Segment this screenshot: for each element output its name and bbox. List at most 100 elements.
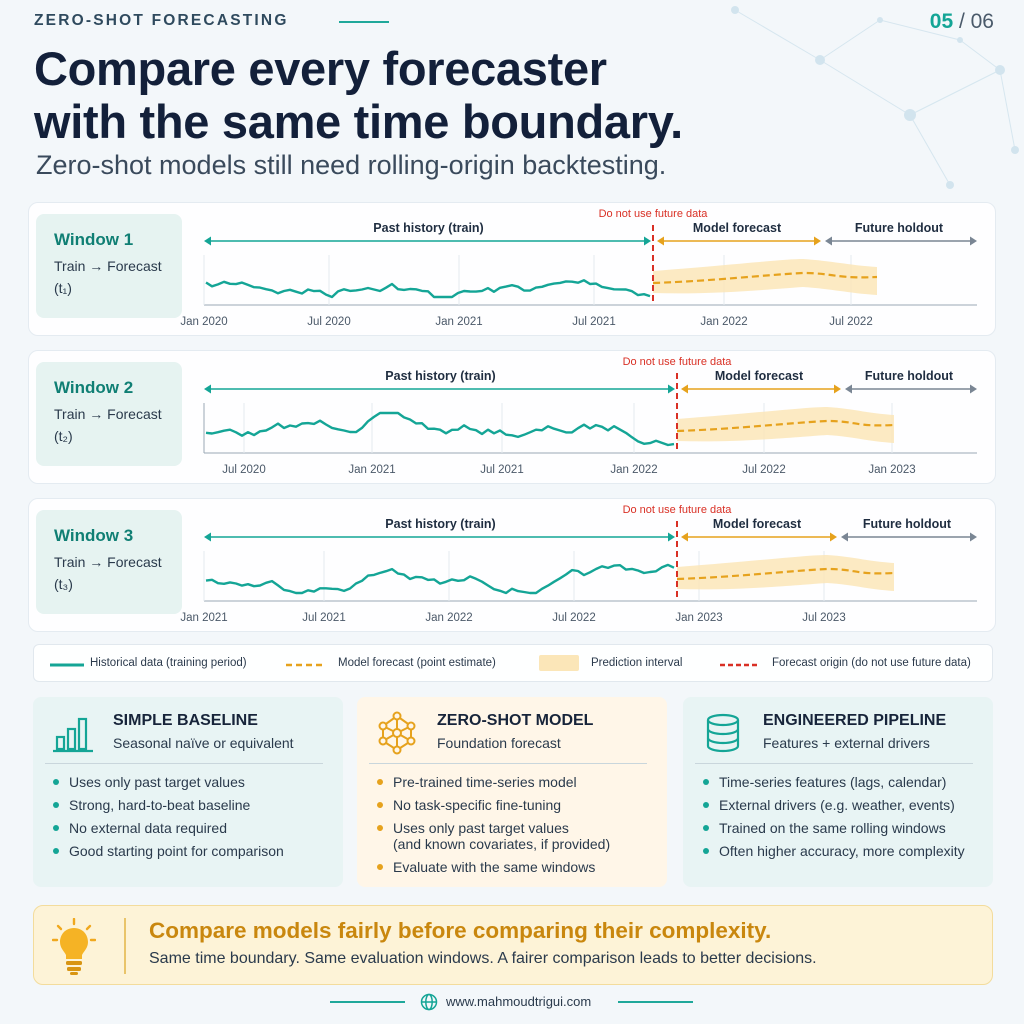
tick-label: Jan 2022 — [610, 464, 657, 476]
prediction-interval-band — [677, 555, 894, 591]
list-item: Uses only past target values — [53, 774, 284, 790]
forecast-label: Model forecast — [715, 369, 804, 383]
panel-title: ENGINEERED PIPELINE — [763, 712, 947, 729]
kicker-rule — [339, 21, 389, 23]
list-item: Trained on the same rolling windows — [703, 820, 965, 836]
panel-title: ZERO-SHOT MODEL — [437, 712, 594, 729]
tick-label: Jul 2022 — [552, 612, 595, 624]
globe-icon — [420, 993, 438, 1011]
historical-series-line — [205, 563, 675, 595]
train-range-arrow-head-right — [668, 384, 675, 394]
warning-label: Do not use future data — [623, 356, 733, 368]
tick-label: Jul 2022 — [829, 316, 872, 328]
forecast-label: Model forecast — [693, 221, 782, 235]
legend-forecast-label: Model forecast (point estimate) — [338, 657, 496, 669]
page-indicator: 05 / 06 — [930, 10, 994, 34]
window-label-box: Window 1 Train → Forecast (t₁) — [36, 214, 182, 318]
holdout-label: Future holdout — [865, 369, 954, 383]
panel-divider — [695, 763, 973, 764]
tick-label: Jan 2023 — [868, 464, 915, 476]
train-label: Past history (train) — [385, 369, 495, 383]
window-card-1: Window 1 Train → Forecast (t₁) Jan 2020 J… — [28, 202, 996, 336]
panel-simple-baseline: SIMPLE BASELINE Seasonal naïve or equiva… — [33, 697, 343, 887]
title-line-1: Compare every forecaster — [34, 42, 607, 95]
header-row: ZERO-SHOT FORECASTING 05 / 06 — [34, 10, 994, 34]
tick-label: Jul 2023 — [802, 612, 845, 624]
holdout-range-arrow-head-left — [845, 384, 852, 394]
warning-label: Do not use future data — [623, 504, 733, 516]
window-chart: Jul 2020 Jan 2021 Jul 2021 Jan 2022 Jul 2022… — [203, 356, 977, 476]
train-range-arrow-head-right — [668, 532, 675, 542]
window-name: Window 2 — [54, 378, 134, 397]
tick-label: Jul 2020 — [222, 464, 265, 476]
window-chart: Jan 2021 Jul 2021 Jan 2022 Jul 2022 Jan 2023… — [180, 504, 977, 624]
legend-forecast-swatch — [286, 663, 326, 667]
database-icon — [706, 713, 740, 753]
list-item: Evaluate with the same windows — [377, 859, 610, 875]
train-range-arrow-head-left — [204, 384, 211, 394]
footer-url[interactable]: www.mahmoudtrigui.com — [446, 994, 592, 1009]
footer: www.mahmoudtrigui.com — [0, 992, 1024, 1012]
forecast-range-arrow-head-right — [830, 532, 837, 542]
tick-label: Jan 2023 — [675, 612, 722, 624]
callout-box: Compare models fairly before comparing t… — [33, 905, 993, 985]
tick-label: Jan 2020 — [180, 316, 227, 328]
lightbulb-icon — [52, 918, 96, 975]
page-current: 05 — [929, 10, 954, 33]
panel-list: Time-series features (lags, calendar) Ex… — [703, 774, 965, 866]
historical-series-line — [205, 279, 651, 299]
legend-historical-label: Historical data (training period) — [90, 657, 247, 669]
prediction-interval-band — [653, 259, 877, 295]
tick-label: Jul 2021 — [302, 612, 345, 624]
holdout-range-arrow-head-right — [970, 532, 977, 542]
window-description: Train → Forecast — [54, 258, 162, 274]
historical-series-line — [205, 411, 675, 447]
panel-subtitle: Features + external drivers — [763, 735, 930, 751]
tick-label: Jul 2021 — [572, 316, 615, 328]
kicker-label: ZERO-SHOT FORECASTING — [34, 12, 289, 29]
legend-interval-label: Prediction interval — [591, 657, 683, 669]
warning-label: Do not use future data — [599, 208, 709, 220]
callout-divider — [124, 918, 126, 974]
panel-divider — [369, 763, 647, 764]
network-icon — [378, 711, 416, 755]
window-description: Train → Forecast — [54, 554, 162, 570]
list-item: Often higher accuracy, more complexity — [703, 843, 965, 859]
forecast-range-arrow-head-left — [681, 532, 688, 542]
holdout-range-arrow-head-right — [970, 236, 977, 246]
list-item: No task-specific fine-tuning — [377, 797, 610, 813]
forecast-dashed-line — [676, 567, 895, 581]
train-label: Past history (train) — [385, 517, 495, 531]
title-line-2: with the same time boundary. — [34, 95, 683, 148]
list-item: No external data required — [53, 820, 284, 836]
window-name: Window 3 — [54, 526, 134, 545]
page-subtitle: Zero-shot models still need rolling-orig… — [36, 150, 667, 180]
forecast-dashed-line — [676, 419, 895, 433]
holdout-label: Future holdout — [863, 517, 952, 531]
train-range-arrow-head-right — [644, 236, 651, 246]
list-item: Good starting point for comparison — [53, 843, 284, 859]
panel-subtitle: Foundation forecast — [437, 735, 561, 751]
holdout-range-arrow-head-left — [825, 236, 832, 246]
legend-origin-label: Forecast origin (do not use future data) — [772, 657, 971, 669]
bar-chart-icon — [53, 717, 93, 753]
callout-title: Compare models fairly before comparing t… — [149, 918, 772, 943]
tick-label: Jan 2021 — [435, 316, 482, 328]
prediction-interval-band — [677, 407, 894, 443]
forecast-range-arrow-head-right — [814, 236, 821, 246]
window-card-2: Window 2 Train → Forecast (t₂) Jul 2020 J… — [28, 350, 996, 484]
forecast-dashed-line — [652, 271, 878, 285]
footer-rule-right — [618, 1001, 693, 1003]
window-card-3: Window 3 Train → Forecast (t₃) Jan 2021 J… — [28, 498, 996, 632]
window-label-box: Window 3 Train → Forecast (t₃) — [36, 510, 182, 614]
list-item: Pre-trained time-series model — [377, 774, 610, 790]
window-name: Window 1 — [54, 230, 134, 249]
list-item: Time-series features (lags, calendar) — [703, 774, 965, 790]
list-item: Uses only past target values (and known … — [377, 820, 610, 852]
callout-text: Same time boundary. Same evaluation wind… — [149, 950, 817, 967]
holdout-label: Future holdout — [855, 221, 944, 235]
window-description: Train → Forecast — [54, 406, 162, 422]
panel-list: Uses only past target values Strong, har… — [53, 774, 284, 866]
panel-list: Pre-trained time-series model No task-sp… — [377, 774, 610, 882]
holdout-range-arrow-head-right — [970, 384, 977, 394]
